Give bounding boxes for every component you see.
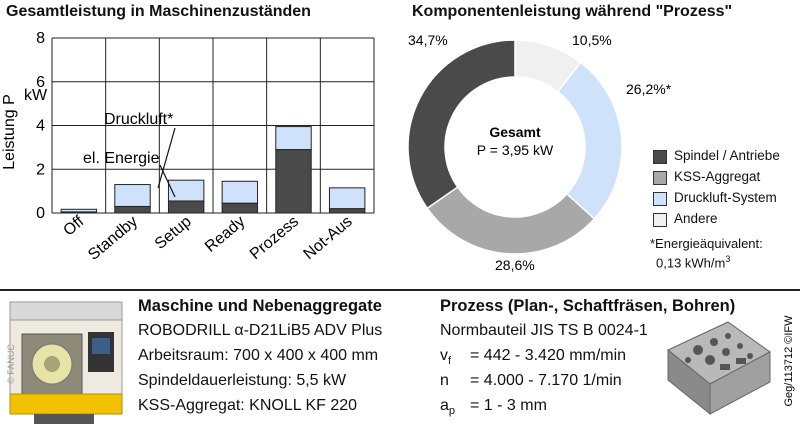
vf-symbol: v — [440, 347, 448, 364]
machine-heading: Maschine und Nebenaggregate — [138, 297, 382, 315]
bar-segment-druckluft — [114, 184, 151, 207]
x-category-label: Ready — [202, 213, 248, 256]
machine-spindle-power: Spindeldauerleistung: 5,5 kW — [138, 372, 347, 389]
footnote-value: 0,13 kWh/m — [656, 255, 726, 271]
footnote-line2: 0,13 kWh/m3 — [656, 254, 730, 270]
donut-center-title: Gesamt — [489, 124, 541, 140]
credit-text: Geg/113712 ©IFW — [783, 315, 795, 407]
machine-image: © FANUC — [6, 301, 123, 424]
legend-swatch-druckluft — [653, 192, 667, 206]
bar-segment-druckluft — [328, 187, 366, 210]
y-tick-label: 8 — [36, 30, 45, 47]
vf-subscript: f — [448, 355, 452, 368]
y-tick-label: 4 — [36, 118, 45, 135]
y-axis-unit: kW — [24, 87, 48, 104]
bar-segment-druckluft — [60, 208, 98, 213]
bar-segment-druckluft — [275, 126, 312, 151]
y-tick-label: 6 — [36, 74, 45, 91]
legend-swatch-spindel — [653, 150, 667, 164]
ap-symbol: a — [440, 397, 449, 414]
process-n: n = 4.000 - 7.170 1/min — [440, 372, 622, 390]
process-vf: vf = 442 - 3.420 mm/min — [440, 347, 626, 367]
druckluft-annotation: Druckluft* — [104, 111, 173, 128]
ifw-credit: Geg/113712 ©IFW — [783, 315, 795, 407]
slice-label-druckluft: 26,2%* — [626, 81, 672, 97]
workpiece-image — [667, 321, 771, 416]
machine-kss: KSS-Aggregat: KNOLL KF 220 — [138, 397, 358, 414]
process-ap: ap = 1 - 3 mm — [440, 397, 547, 417]
slice-label-andere: 10,5% — [572, 32, 612, 48]
bar-segment-druckluft — [221, 180, 259, 204]
x-category-label: Not-Aus — [301, 213, 356, 263]
machine-workspace: Arbeitsraum: 700 x 400 x 400 mm — [138, 347, 379, 364]
y-tick-label: 2 — [36, 161, 45, 178]
pie-chart-title: Komponentenleistung während "Prozess" — [412, 3, 733, 20]
legend-label-andere: Andere — [674, 211, 718, 226]
slice-label-kss: 28,6% — [495, 257, 535, 273]
y-tick-label: 0 — [36, 205, 45, 222]
legend-label-druckluft: Druckluft-System — [674, 190, 777, 205]
footnote-line1: *Energieäquivalent: — [650, 236, 763, 251]
donut-slices — [407, 39, 623, 255]
x-category-label: Prozess — [247, 213, 302, 263]
process-heading: Prozess (Plan-, Schaftfräsen, Bohren) — [440, 297, 736, 315]
fanuc-credit: © FANUC — [6, 344, 16, 384]
bar-grid — [51, 37, 375, 214]
bar-segment-el-energie — [221, 202, 259, 214]
legend-swatch-andere — [653, 213, 667, 227]
el-energie-pointer — [159, 164, 176, 198]
n-value: = 4.000 - 7.170 1/min — [470, 372, 622, 389]
y-axis-label: Leistung P — [1, 94, 18, 170]
bar-segment-el-energie — [114, 205, 151, 214]
druckluft-pointer — [157, 127, 176, 189]
x-category-label: Off — [60, 213, 87, 240]
process-part: Normbauteil JIS TS B 0024-1 — [440, 322, 648, 339]
bar-segment-druckluft — [167, 179, 205, 202]
ap-subscript: p — [448, 405, 456, 418]
n-symbol: n — [440, 372, 449, 389]
footnote-sup: 3 — [725, 254, 731, 264]
donut-chart: Gesamt P = 3,95 kW 34,7% 10,5% 26,2%* 28… — [407, 32, 672, 273]
legend-swatch-kss — [653, 171, 667, 185]
legend-label-spindel: Spindel / Antriebe — [674, 148, 780, 163]
slice-label-spindel: 34,7% — [408, 32, 448, 48]
donut-slice-spindel-antriebe — [407, 39, 516, 210]
ap-value: = 1 - 3 mm — [470, 397, 547, 414]
x-category-label: Standby — [85, 213, 141, 264]
bar-segment-el-energie — [275, 149, 312, 214]
machine-model: ROBODRILL α-D21LiB5 ADV Plus — [138, 322, 383, 339]
vf-value: = 442 - 3.420 mm/min — [470, 347, 627, 364]
bar-segment-el-energie — [167, 200, 205, 214]
bar-segment-el-energie — [328, 208, 366, 214]
x-category-label: Setup — [152, 213, 195, 253]
donut-center-value: P = 3,95 kW — [477, 142, 554, 158]
bar-chart-title: Gesamtleistung in Maschinenzuständen — [6, 3, 311, 20]
bar-ticks: 0 2 4 6 8 — [36, 30, 45, 222]
section-divider — [0, 289, 800, 291]
el-energie-annotation: el. Energie — [83, 150, 160, 167]
donut-slice-kss-aggregat — [426, 186, 596, 255]
bar-marks — [60, 126, 366, 214]
legend-label-kss: KSS-Aggregat — [674, 169, 761, 184]
